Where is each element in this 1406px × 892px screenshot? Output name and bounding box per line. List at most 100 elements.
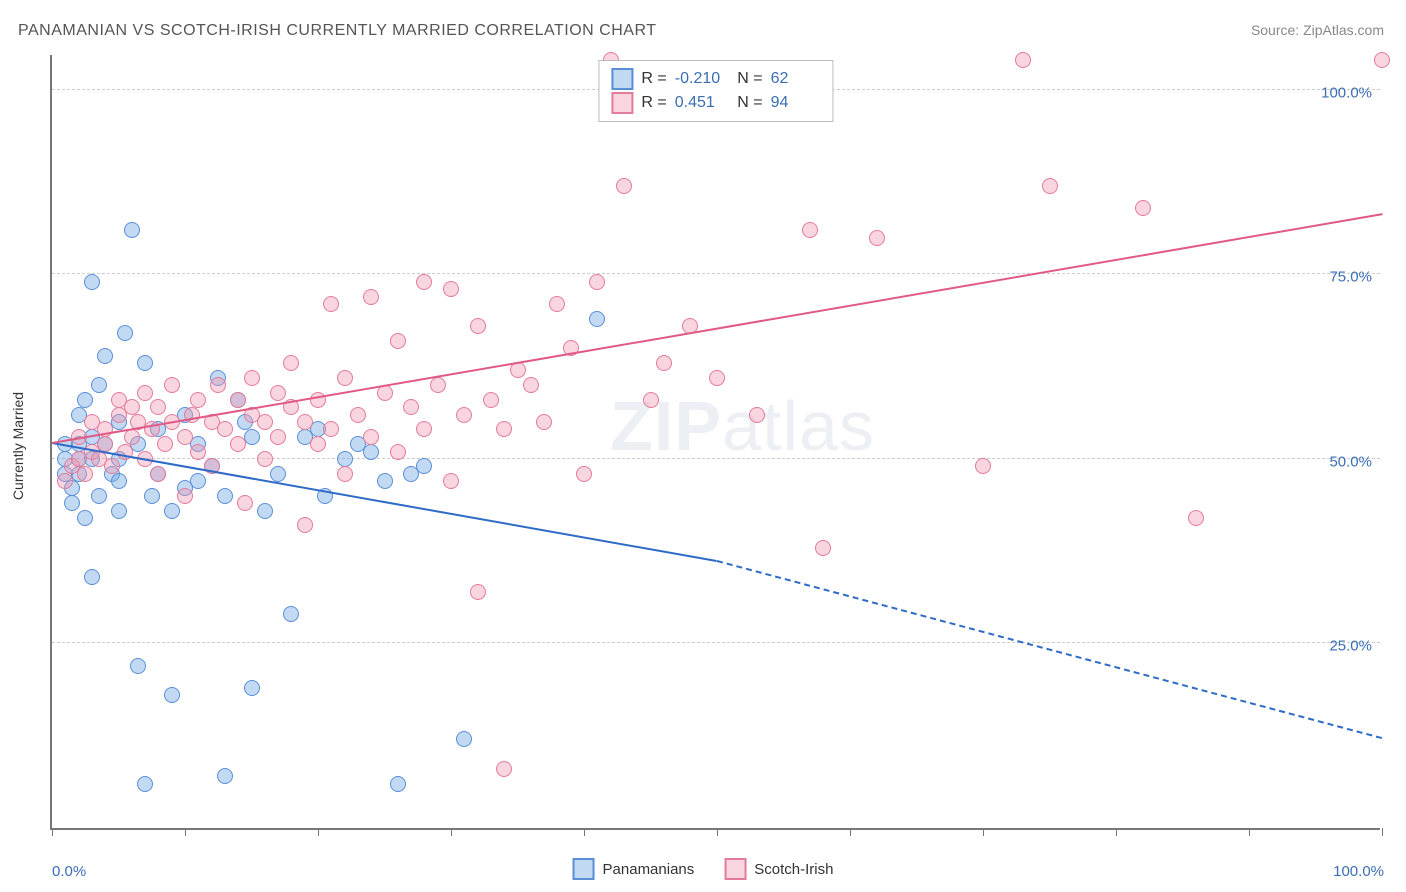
scatter-point bbox=[257, 414, 273, 430]
watermark-light: atlas bbox=[722, 387, 875, 465]
scatter-point bbox=[164, 687, 180, 703]
chart-container: PANAMANIAN VS SCOTCH-IRISH CURRENTLY MAR… bbox=[0, 0, 1406, 892]
x-tick bbox=[850, 828, 851, 836]
n-label: N = bbox=[733, 94, 763, 112]
scatter-point bbox=[589, 274, 605, 290]
source-prefix: Source: bbox=[1251, 22, 1299, 38]
scatter-point bbox=[217, 421, 233, 437]
scatter-point bbox=[190, 473, 206, 489]
legend-swatch bbox=[611, 92, 633, 114]
scatter-point bbox=[137, 355, 153, 371]
r-value: -0.210 bbox=[675, 70, 725, 88]
scatter-point bbox=[1042, 178, 1058, 194]
scatter-point bbox=[244, 370, 260, 386]
y-tick-label: 50.0% bbox=[1329, 453, 1372, 470]
legend-swatch-pink bbox=[724, 858, 746, 880]
chart-title: PANAMANIAN VS SCOTCH-IRISH CURRENTLY MAR… bbox=[18, 22, 656, 40]
scatter-point bbox=[443, 281, 459, 297]
scatter-point bbox=[456, 407, 472, 423]
scatter-point bbox=[536, 414, 552, 430]
scatter-point bbox=[57, 473, 73, 489]
scatter-point bbox=[91, 488, 107, 504]
scatter-point bbox=[709, 370, 725, 386]
scatter-point bbox=[443, 473, 459, 489]
scatter-point bbox=[244, 680, 260, 696]
scatter-point bbox=[337, 451, 353, 467]
watermark-bold: ZIP bbox=[610, 387, 722, 465]
scatter-point bbox=[576, 466, 592, 482]
legend-label: Scotch-Irish bbox=[754, 861, 833, 878]
scatter-point bbox=[210, 377, 226, 393]
x-axis-min-label: 0.0% bbox=[52, 863, 86, 880]
scatter-point bbox=[97, 348, 113, 364]
scatter-point bbox=[77, 392, 93, 408]
scatter-point bbox=[130, 658, 146, 674]
scatter-point bbox=[84, 569, 100, 585]
scatter-point bbox=[117, 325, 133, 341]
scatter-point bbox=[283, 606, 299, 622]
r-value: 0.451 bbox=[675, 94, 725, 112]
y-axis-label: Currently Married bbox=[10, 392, 26, 500]
scatter-point bbox=[111, 503, 127, 519]
scatter-point bbox=[975, 458, 991, 474]
x-tick bbox=[451, 828, 452, 836]
scatter-point bbox=[430, 377, 446, 393]
scatter-point bbox=[190, 392, 206, 408]
scatter-point bbox=[137, 385, 153, 401]
scatter-point bbox=[456, 731, 472, 747]
scatter-point bbox=[869, 230, 885, 246]
series-legend: Panamanians Scotch-Irish bbox=[573, 858, 834, 880]
scatter-point bbox=[589, 311, 605, 327]
scatter-point bbox=[270, 466, 286, 482]
stats-row: R =0.451 N =94 bbox=[611, 91, 820, 115]
n-value: 94 bbox=[771, 94, 821, 112]
scatter-point bbox=[237, 495, 253, 511]
scatter-point bbox=[656, 355, 672, 371]
source-link[interactable]: ZipAtlas.com bbox=[1303, 22, 1384, 38]
scatter-point bbox=[337, 370, 353, 386]
scatter-point bbox=[1188, 510, 1204, 526]
gridline-horizontal bbox=[52, 458, 1380, 459]
scatter-point bbox=[190, 444, 206, 460]
x-tick bbox=[1382, 828, 1383, 836]
scatter-point bbox=[164, 377, 180, 393]
y-tick-label: 25.0% bbox=[1329, 638, 1372, 655]
scatter-point bbox=[363, 429, 379, 445]
scatter-point bbox=[310, 436, 326, 452]
scatter-point bbox=[496, 761, 512, 777]
stats-legend: R =-0.210 N =62R =0.451 N =94 bbox=[598, 60, 833, 122]
x-axis-max-label: 100.0% bbox=[1333, 863, 1384, 880]
n-value: 62 bbox=[771, 70, 821, 88]
x-tick bbox=[584, 828, 585, 836]
scatter-point bbox=[416, 458, 432, 474]
scatter-point bbox=[64, 495, 80, 511]
scatter-point bbox=[77, 466, 93, 482]
scatter-point bbox=[802, 222, 818, 238]
x-tick bbox=[1249, 828, 1250, 836]
scatter-point bbox=[749, 407, 765, 423]
scatter-point bbox=[297, 517, 313, 533]
scatter-point bbox=[523, 377, 539, 393]
scatter-point bbox=[150, 466, 166, 482]
gridline-horizontal bbox=[52, 642, 1380, 643]
legend-swatch bbox=[611, 68, 633, 90]
scatter-point bbox=[363, 289, 379, 305]
scatter-point bbox=[549, 296, 565, 312]
scatter-point bbox=[230, 436, 246, 452]
scatter-point bbox=[257, 451, 273, 467]
scatter-point bbox=[150, 399, 166, 415]
scatter-point bbox=[483, 392, 499, 408]
scatter-point bbox=[416, 274, 432, 290]
x-tick bbox=[185, 828, 186, 836]
scatter-point bbox=[390, 333, 406, 349]
scatter-point bbox=[177, 488, 193, 504]
scatter-point bbox=[616, 178, 632, 194]
source-attribution: Source: ZipAtlas.com bbox=[1251, 22, 1384, 38]
scatter-point bbox=[144, 488, 160, 504]
scatter-point bbox=[104, 458, 120, 474]
scatter-point bbox=[157, 436, 173, 452]
scatter-point bbox=[257, 503, 273, 519]
scatter-point bbox=[815, 540, 831, 556]
scatter-point bbox=[403, 399, 419, 415]
scatter-point bbox=[124, 399, 140, 415]
